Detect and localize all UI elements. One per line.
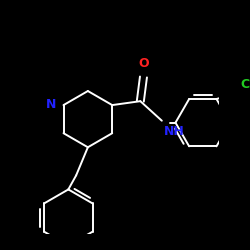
Text: N: N	[46, 98, 56, 111]
Text: Cl: Cl	[240, 78, 250, 91]
Text: O: O	[138, 57, 149, 70]
Text: NH: NH	[164, 124, 185, 138]
